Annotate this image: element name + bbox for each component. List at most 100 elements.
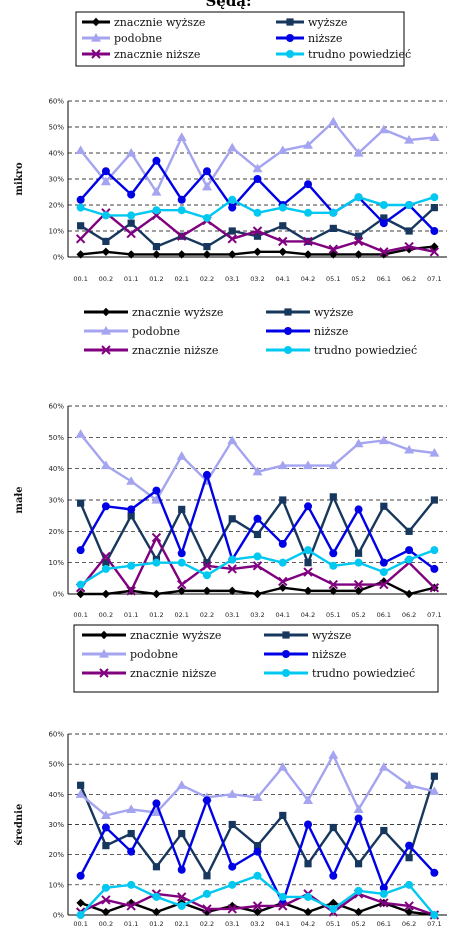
legend-marker-nizsze	[284, 327, 292, 335]
data-point-wyzsze	[77, 222, 85, 230]
data-point-trudno-powiedziec	[304, 546, 313, 555]
data-point-podobne	[252, 163, 263, 173]
y-axis-label: małe	[14, 486, 25, 513]
data-point-trudno-powiedziec	[329, 561, 338, 570]
x-tick-label: 04.1	[276, 920, 290, 928]
data-point-trudno-powiedziec	[405, 201, 414, 209]
data-point-nizsze	[127, 505, 136, 514]
data-point-znacznie-nizsze	[328, 579, 339, 590]
data-point-znacznie-nizsze	[353, 579, 364, 590]
legend-marker-nizsze	[282, 650, 290, 658]
data-point-znacznie-wyzsze	[177, 586, 186, 596]
legend-label-wyzsze: wyższe	[314, 306, 353, 319]
x-tick-label: 06.1	[377, 920, 391, 928]
legend: znacznie wyższe wyższe podobne niższe znaczn…	[75, 11, 411, 67]
data-point-trudno-powiedziec	[177, 901, 186, 910]
data-point-wyzsze	[228, 820, 236, 829]
y-tick-label: 10%	[48, 559, 64, 567]
plot-area: 0% 10% 20% 30% 40% 50% 60% 00.1 00.2 01.1 01.2 02.1…	[14, 98, 447, 283]
data-point-trudno-powiedziec	[354, 558, 363, 567]
y-tick-label: 0%	[53, 591, 64, 599]
data-point-znacznie-wyzsze	[202, 250, 212, 259]
y-axis-label: średnie	[14, 804, 25, 846]
x-tick-label: 04.2	[301, 920, 315, 928]
data-point-znacznie-nizsze	[379, 247, 389, 257]
data-point-wyzsze	[127, 512, 135, 520]
data-point-trudno-powiedziec	[304, 892, 313, 901]
data-point-podobne	[277, 460, 288, 470]
data-point-znacznie-nizsze	[202, 904, 212, 914]
y-tick-label: 0%	[53, 254, 64, 262]
data-point-wyzsze	[380, 214, 388, 222]
data-point-nizsze	[76, 546, 85, 555]
x-tick-label: 03.2	[250, 275, 264, 283]
data-point-znacznie-wyzsze	[253, 589, 262, 599]
data-point-podobne	[75, 429, 86, 438]
legend-marker-trudno-powiedziec	[284, 346, 292, 354]
data-point-nizsze	[127, 847, 136, 856]
data-point-podobne	[126, 148, 137, 157]
data-point-wyzsze	[127, 829, 135, 838]
legend-marker-znacznie-nizsze	[91, 49, 101, 59]
data-point-znacznie-nizsze	[176, 579, 187, 590]
data-point-znacznie-wyzsze	[354, 250, 363, 259]
data-point-nizsze	[101, 502, 110, 511]
data-point-wyzsze	[430, 204, 438, 212]
data-point-znacznie-nizsze	[429, 583, 440, 593]
data-point-wyzsze	[279, 222, 287, 230]
x-tick-label: 04.1	[276, 611, 290, 619]
data-point-trudno-powiedziec	[202, 571, 211, 580]
x-tick-label: 01.2	[149, 920, 163, 928]
legend-label-znacznie-wyzsze: znacznie wyższe	[130, 629, 221, 642]
data-point-trudno-powiedziec	[228, 555, 237, 564]
data-point-wyzsze	[228, 515, 236, 523]
data-point-podobne	[100, 176, 111, 186]
data-point-wyzsze	[405, 527, 413, 535]
data-point-wyzsze	[405, 854, 413, 862]
legend-box	[73, 624, 439, 693]
data-point-znacznie-nizsze	[429, 247, 440, 257]
data-point-znacznie-nizsze	[404, 241, 414, 252]
chart-panel-mikro: znacznie wyższe wyższe podobne niższe znaczn…	[14, 11, 447, 283]
data-point-trudno-powiedziec	[76, 203, 85, 212]
x-tick-label: 06.2	[402, 611, 416, 619]
data-point-trudno-powiedziec	[177, 206, 186, 215]
data-point-nizsze	[253, 514, 262, 523]
data-point-nizsze	[430, 564, 439, 573]
data-point-podobne	[176, 780, 187, 789]
legend-label-podobne: podobne	[130, 648, 178, 661]
legend-marker-nizsze	[286, 34, 294, 42]
x-tick-label: 05.1	[326, 275, 340, 283]
data-point-podobne	[353, 438, 364, 448]
x-tick-label: 01.2	[149, 275, 163, 283]
x-tick-label: 07.1	[427, 920, 441, 928]
data-point-podobne	[404, 444, 415, 454]
data-point-podobne	[75, 145, 86, 154]
data-point-trudno-powiedziec	[405, 555, 414, 564]
data-point-znacznie-wyzsze	[329, 898, 338, 908]
data-point-trudno-powiedziec	[101, 883, 110, 892]
data-point-znacznie-nizsze	[404, 901, 414, 911]
data-point-wyzsze	[102, 842, 110, 850]
data-point-wyzsze	[253, 232, 262, 240]
y-tick-label: 40%	[48, 791, 64, 799]
x-tick-label: 00.2	[99, 611, 113, 619]
data-point-podobne	[328, 116, 339, 126]
data-point-podobne	[126, 804, 137, 814]
data-point-wyzsze	[329, 224, 337, 232]
data-point-znacznie-nizsze	[227, 564, 237, 574]
data-point-wyzsze	[253, 842, 262, 850]
legend-label-trudno-powiedziec: trudno powiedzieć	[308, 48, 411, 61]
legend: znacznie wyższe wyższe podobne niższe znaczn…	[84, 306, 417, 357]
data-point-nizsze	[177, 865, 186, 874]
legend-label-podobne: podobne	[132, 325, 180, 338]
data-point-wyzsze	[430, 496, 438, 504]
data-point-znacznie-nizsze	[328, 244, 339, 254]
legend-label-nizsze: niższe	[308, 32, 342, 45]
data-point-wyzsze	[304, 860, 312, 868]
chart-panel-srednie: znacznie wyższe wyższe podobne niższe znaczn…	[14, 624, 447, 928]
x-tick-label: 00.2	[99, 275, 113, 283]
data-point-znacznie-nizsze	[252, 226, 263, 236]
data-point-trudno-powiedziec	[253, 871, 262, 880]
data-point-trudno-powiedziec	[379, 201, 388, 209]
